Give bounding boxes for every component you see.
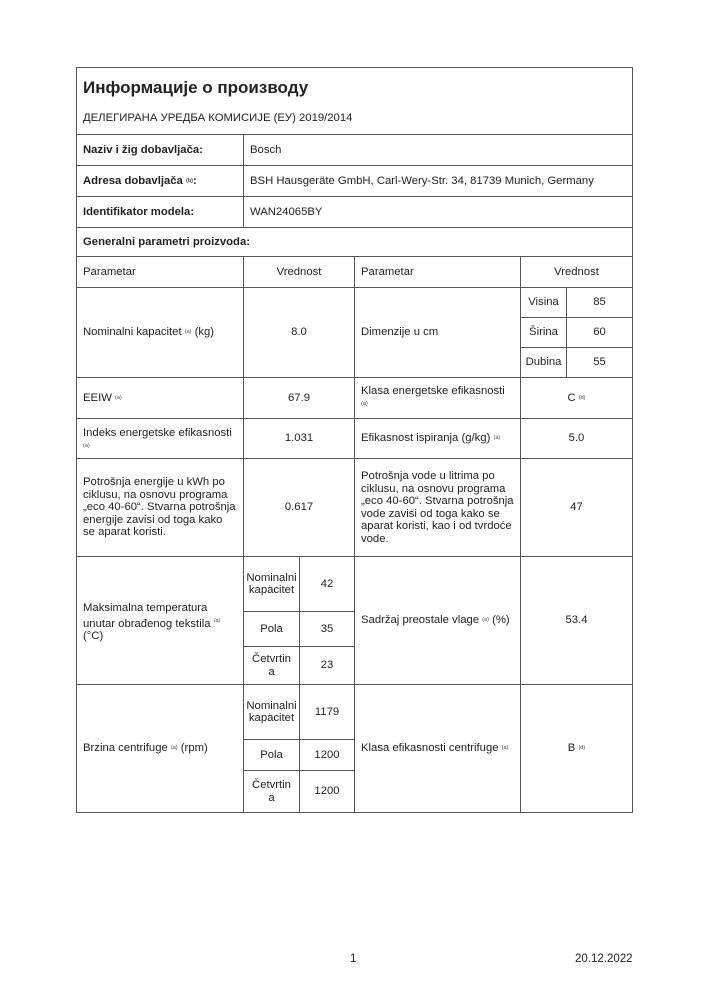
energy-class-value: C (d) — [520, 377, 633, 419]
label-text: Maksimalna temperatura unutar obrađenog … — [83, 602, 211, 630]
unit: (°C) — [83, 629, 104, 642]
header-param-2: Parametar — [354, 256, 521, 288]
height-value: 85 — [566, 287, 633, 318]
footnote: (a) — [493, 435, 501, 442]
rinsing-value: 5.0 — [520, 418, 633, 459]
spin-row-label: Pola — [243, 739, 300, 771]
footnote: (a) — [83, 442, 90, 449]
footnote: (a) — [213, 617, 221, 624]
footnote: (a) — [482, 617, 489, 624]
unit: (%) — [492, 614, 510, 627]
title-cell: Информације о производу ДЕЛЕГИРАНА УРЕДБ… — [76, 67, 633, 135]
label-text: EEIW — [83, 391, 112, 404]
max-temp-label: Maksimalna temperatura unutar obrađenog … — [76, 556, 244, 685]
spin-class-value: B (d) — [520, 684, 633, 813]
label-text: Brzina centrifuge — [83, 742, 168, 755]
spin-row-label: Nominalni kapacitet — [243, 684, 300, 740]
footnote: (d) — [578, 394, 586, 401]
height-label: Visina — [520, 287, 567, 318]
label-text: Klasa efikasnosti centrifuge — [361, 742, 499, 755]
max-temp-row-value: 42 — [299, 556, 355, 612]
supplier-name-label: Naziv i žig dobavljača: — [76, 134, 244, 166]
header-value-1: Vrednost — [243, 256, 355, 288]
supplier-name: Bosch — [243, 134, 633, 166]
dimensions-label: Dimenzije u cm — [354, 287, 521, 378]
label-text: Adresa dobavljača — [83, 174, 183, 187]
spin-row-value: 1200 — [299, 739, 355, 771]
value-text: B — [567, 742, 576, 755]
capacity-value: 8.0 — [243, 287, 355, 378]
spin-row-value: 1179 — [299, 684, 355, 740]
water-consumption-label: Potrošnja vode u litrima po ciklusu, na … — [354, 458, 521, 557]
footnote: (d) — [578, 745, 586, 752]
water-consumption-value: 47 — [520, 458, 633, 557]
label-text: Sadržaj preostale vlage — [361, 614, 480, 627]
max-temp-row-label: Četvrtina — [243, 646, 300, 685]
document-date: 20.12.2022 — [575, 953, 633, 965]
header-param-1: Parametar — [76, 256, 244, 288]
label-text: Klasa energetske efikasnosti — [361, 385, 505, 397]
label-text: Efikasnost ispiranja (g/kg) — [361, 432, 491, 445]
moisture-label: Sadržaj preostale vlage (a) (%) — [354, 556, 521, 685]
model-label: Identifikator modela: — [76, 196, 244, 228]
label-text: Indeks energetske efikasnosti — [83, 427, 232, 439]
footnote: (a) — [115, 394, 122, 401]
energy-consumption-value: 0.617 — [243, 458, 355, 557]
page-title: Информације о производу — [83, 78, 309, 97]
spin-class-label: Klasa efikasnosti centrifuge (a) — [354, 684, 521, 813]
energy-consumption-label: Potrošnja energije u kWh po ciklusu, na … — [76, 458, 244, 557]
rinsing-label: Efikasnost ispiranja (g/kg) (a) — [354, 418, 521, 459]
max-temp-row-label: Pola — [243, 611, 300, 647]
eeiw-label: EEIW (a) — [76, 377, 244, 419]
capacity-label: Nominalni kapacitet (a) (kg) — [76, 287, 244, 378]
footnote: (a) — [170, 745, 178, 752]
footnote: (a) — [184, 329, 192, 336]
eei-value: 1.031 — [243, 418, 355, 459]
footnote: (b) — [185, 177, 194, 184]
footnote: (a) — [361, 400, 368, 407]
width-value: 60 — [566, 317, 633, 348]
max-temp-row-value: 35 — [299, 611, 355, 647]
energy-class-label: Klasa energetske efikasnosti (a) — [354, 377, 521, 419]
regulation: ДЕЛЕГИРАНА УРЕДБА КОМИСИЈЕ (ЕУ) 2019/201… — [83, 112, 353, 124]
spin-speed-label: Brzina centrifuge (a) (rpm) — [76, 684, 244, 813]
depth-value: 55 — [566, 347, 633, 378]
unit: (kg) — [194, 326, 215, 339]
depth-label: Dubina — [520, 347, 567, 378]
spin-row-value: 1200 — [299, 770, 355, 813]
header-value-2: Vrednost — [520, 256, 633, 288]
moisture-value: 53.4 — [520, 556, 633, 685]
spin-row-label: Četvrtina — [243, 770, 300, 813]
width-label: Širina — [520, 317, 567, 348]
supplier-address: BSH Hausgeräte GmbH, Carl-Wery-Str. 34, … — [243, 165, 633, 197]
general-params-label: Generalni parametri proizvoda: — [76, 227, 633, 257]
max-temp-row-value: 23 — [299, 646, 355, 685]
supplier-address-label: Adresa dobavljača (b): — [76, 165, 244, 197]
footnote: (a) — [501, 745, 509, 752]
max-temp-row-label: Nominalni kapacitet — [243, 556, 300, 612]
value-text: C — [567, 391, 576, 404]
unit: (rpm) — [180, 742, 208, 755]
eei-label: Indeks energetske efikasnosti (a) — [76, 418, 244, 459]
eeiw-value: 67.9 — [243, 377, 355, 419]
page-number: 1 — [350, 953, 357, 965]
model-id: WAN24065BY — [243, 196, 633, 228]
label-text: Nominalni kapacitet — [83, 326, 182, 339]
